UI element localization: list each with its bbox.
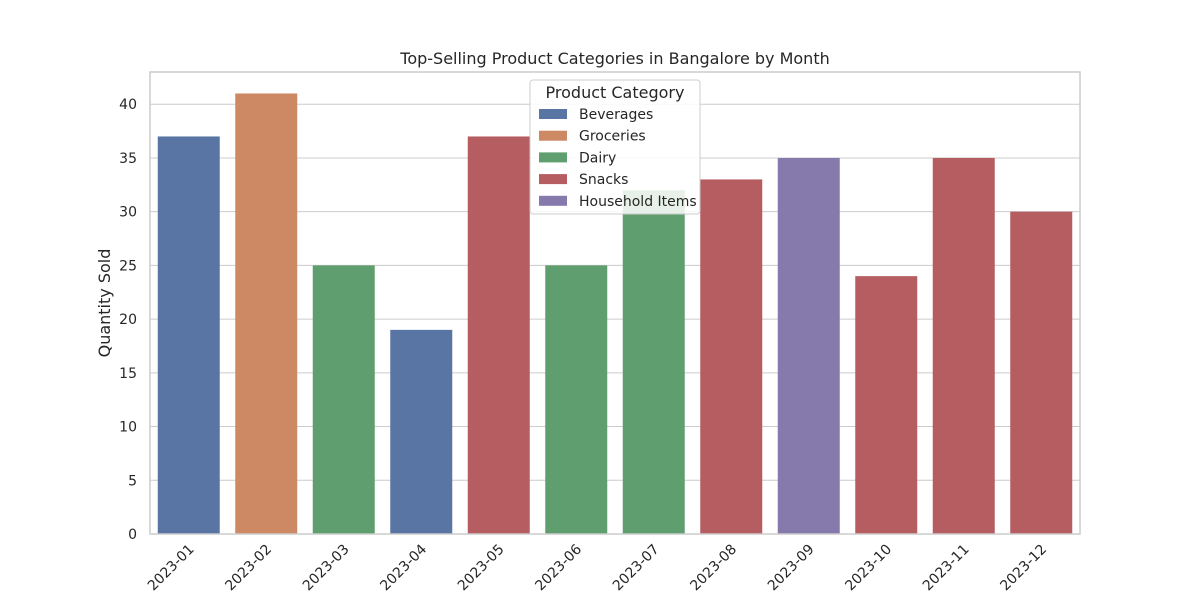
x-tick-label: 2023-03 <box>300 542 353 595</box>
legend-label: Snacks <box>579 172 628 188</box>
x-tick-label: 2023-05 <box>455 542 508 595</box>
x-tick-label: 2023-11 <box>920 542 973 595</box>
legend-swatch <box>539 195 567 206</box>
legend-title: Product Category <box>546 83 685 102</box>
bar <box>932 157 995 534</box>
x-tick-label: 2023-06 <box>532 541 585 594</box>
x-tick-label: 2023-08 <box>687 542 740 595</box>
y-tick-label: 5 <box>128 473 137 489</box>
bar <box>235 93 298 534</box>
bar <box>545 265 608 534</box>
legend-entries: Beverages Groceries Dairy Snacks Household I… <box>539 107 697 210</box>
legend: Product Category Beverages Groceries Dairy… <box>529 79 701 215</box>
legend-label: Household Items <box>579 194 697 210</box>
bar <box>157 136 220 534</box>
x-tick-label: 2023-12 <box>997 542 1050 595</box>
x-tick-label: 2023-02 <box>222 542 275 595</box>
y-tick-label: 20 <box>119 312 137 328</box>
y-axis-title: Quantity Sold <box>95 249 114 358</box>
bar <box>1010 211 1073 534</box>
legend-entry: Household Items <box>539 194 697 210</box>
x-tick-label: 2023-04 <box>377 541 430 594</box>
legend-entry: Snacks <box>539 172 628 188</box>
x-tick-label: 2023-01 <box>145 542 198 595</box>
chart-title: Top-Selling Product Categories in Bangal… <box>399 49 829 68</box>
legend-entry: Dairy <box>539 150 616 166</box>
legend-swatch <box>539 130 567 141</box>
y-tick-label: 40 <box>119 97 137 113</box>
y-axis-ticks: 0 5 10 15 20 25 30 35 40 <box>119 97 137 543</box>
x-axis-ticks: 2023-01 2023-02 2023-03 2023-04 2023-05 2023-… <box>145 541 1050 594</box>
legend-label: Groceries <box>579 129 646 145</box>
x-tick-label: 2023-07 <box>610 542 663 595</box>
legend-entry: Groceries <box>539 129 646 145</box>
plot-frame <box>149 71 1081 535</box>
y-tick-label: 15 <box>119 366 137 382</box>
y-tick-label: 30 <box>119 205 137 221</box>
legend-swatch <box>539 109 567 119</box>
legend-label: Beverages <box>579 107 653 123</box>
x-tick-label: 2023-09 <box>765 542 818 595</box>
legend-swatch <box>539 174 567 185</box>
bar <box>467 136 530 534</box>
legend-entry: Beverages <box>539 107 653 123</box>
y-tick-label: 25 <box>119 258 137 274</box>
y-tick-label: 35 <box>119 151 137 167</box>
bars <box>157 93 1073 535</box>
bar <box>390 329 453 534</box>
y-tick-label: 0 <box>128 527 137 543</box>
bar <box>312 265 375 534</box>
legend-label: Dairy <box>579 150 616 166</box>
bar <box>855 276 918 534</box>
bar <box>622 190 685 535</box>
bar <box>777 157 840 534</box>
y-tick-label: 10 <box>119 420 137 436</box>
bar <box>700 179 763 534</box>
legend-swatch <box>539 152 567 163</box>
x-tick-label: 2023-10 <box>842 542 895 595</box>
legend-box <box>529 79 701 215</box>
